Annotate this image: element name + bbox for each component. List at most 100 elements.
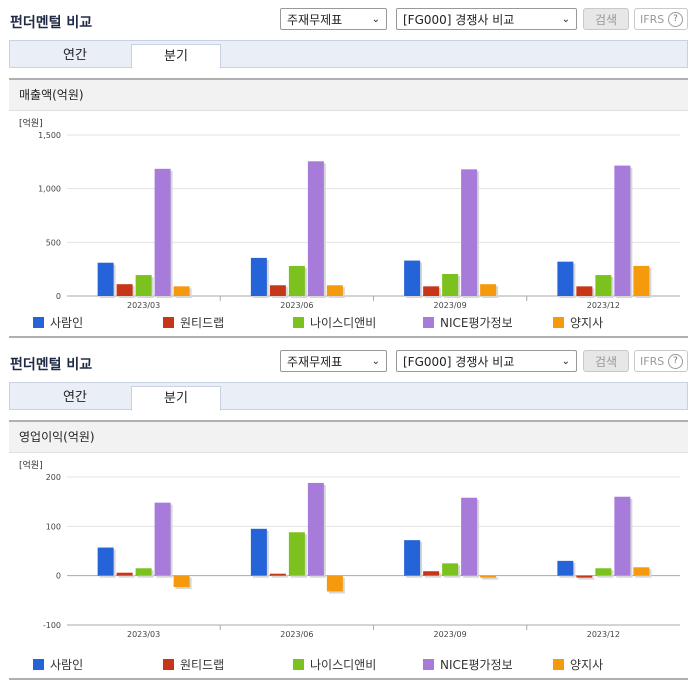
bar[interactable] (595, 568, 612, 576)
bar[interactable] (442, 273, 459, 296)
bar[interactable] (250, 528, 267, 576)
bar[interactable] (135, 568, 152, 576)
bar-shadow (271, 575, 288, 578)
bar[interactable] (404, 540, 421, 576)
legend-item[interactable]: 원티드랩 (163, 658, 224, 672)
x-tick-label: 2023/09 (434, 301, 467, 310)
bar[interactable] (116, 572, 133, 576)
bar-shadow (482, 577, 499, 580)
y-tick-label: 200 (46, 473, 61, 482)
legend-item[interactable]: 양지사 (553, 316, 603, 330)
legend-item[interactable]: NICE평가정보 (423, 316, 513, 330)
bar-shadow (118, 574, 135, 578)
bar[interactable] (154, 168, 171, 296)
peer-group-select-value: [FG000] 경쟁사 비교 (403, 13, 515, 27)
bar[interactable] (595, 275, 612, 296)
divider (9, 336, 688, 338)
bar[interactable] (442, 563, 459, 576)
help-icon: ? (668, 354, 683, 369)
bar[interactable] (480, 284, 497, 296)
legend-item[interactable]: 사람인 (33, 658, 83, 672)
tab-quarterly[interactable]: 분기 (131, 44, 221, 69)
bar[interactable] (154, 502, 171, 576)
search-button[interactable]: 검색 (583, 350, 629, 372)
legend-label: 원티드랩 (180, 658, 225, 672)
bar[interactable] (404, 260, 421, 296)
bar[interactable] (173, 286, 190, 296)
legend-swatch (33, 317, 44, 328)
financial-statement-select-value: 주재무제표 (287, 355, 343, 369)
chart-title: 매출액(억원) (9, 80, 688, 111)
bar[interactable] (633, 265, 650, 296)
tab-quarterly[interactable]: 분기 (131, 386, 221, 411)
bar[interactable] (97, 262, 114, 296)
ifrs-label: IFRS (640, 355, 665, 368)
legend-label: 양지사 (570, 658, 604, 672)
bar[interactable] (423, 571, 440, 576)
chart-legend: 사람인 원티드랩 나이스디앤비 NICE평가정보 양지사 (9, 658, 688, 674)
peer-group-select-value: [FG000] 경쟁사 비교 (403, 355, 515, 369)
bar[interactable] (173, 575, 190, 588)
legend-swatch (553, 317, 564, 328)
x-tick-label: 2023/03 (127, 630, 160, 639)
legend-label: NICE평가정보 (440, 658, 513, 672)
legend-label: 원티드랩 (180, 316, 225, 330)
bar[interactable] (576, 286, 593, 296)
y-axis-unit-label: [억원] (19, 117, 43, 129)
y-tick-label: -100 (43, 621, 61, 630)
bar[interactable] (461, 169, 478, 296)
bar[interactable] (326, 575, 343, 592)
bar[interactable] (269, 573, 286, 576)
y-tick-label: 100 (46, 522, 61, 531)
y-tick-label: 1,500 (38, 131, 61, 140)
bar[interactable] (557, 261, 574, 296)
bar[interactable] (614, 496, 631, 576)
legend-item[interactable]: 사람인 (33, 316, 83, 330)
x-tick-label: 2023/03 (127, 301, 160, 310)
bar[interactable] (326, 285, 343, 296)
y-tick-label: 1,000 (38, 185, 61, 194)
bar[interactable] (557, 560, 574, 576)
bar[interactable] (576, 575, 593, 578)
financial-statement-select-value: 주재무제표 (287, 13, 343, 27)
peer-group-select[interactable]: [FG000] 경쟁사 비교 ⌄ (396, 8, 577, 30)
x-tick-label: 2023/12 (587, 301, 620, 310)
chart-panel: 매출액(억원) [억원] 0 500 1,000 1,500 2023/03 2023/06 2… (9, 78, 688, 338)
toolbar: 펀더멘털 비교 주재무제표 ⌄ [FG000] 경쟁사 비교 ⌄ 검색 IFRS? (0, 0, 696, 40)
bar[interactable] (307, 161, 324, 296)
chart-title: 영업이익(억원) (9, 422, 688, 453)
bar[interactable] (461, 497, 478, 576)
section-title: 펀더멘털 비교 (10, 357, 93, 373)
period-tabs: 연간 분기 (9, 40, 688, 69)
legend-item[interactable]: 양지사 (553, 658, 603, 672)
bar[interactable] (288, 265, 305, 296)
legend-item[interactable]: NICE평가정보 (423, 658, 513, 672)
financial-statement-select[interactable]: 주재무제표 ⌄ (280, 350, 387, 372)
legend-swatch (423, 659, 434, 670)
tab-annual[interactable]: 연간 (63, 390, 87, 405)
ifrs-button[interactable]: IFRS? (634, 350, 688, 372)
bar[interactable] (97, 547, 114, 576)
legend-item[interactable]: 나이스디앤비 (293, 316, 376, 330)
ifrs-button[interactable]: IFRS? (634, 8, 688, 30)
legend-label: 사람인 (50, 316, 84, 330)
bar[interactable] (269, 285, 286, 296)
legend-item[interactable]: 나이스디앤비 (293, 658, 376, 672)
search-button[interactable]: 검색 (583, 8, 629, 30)
ifrs-label: IFRS (640, 13, 665, 26)
legend-item[interactable]: 원티드랩 (163, 316, 224, 330)
bar[interactable] (423, 286, 440, 296)
x-tick-label: 2023/12 (587, 630, 620, 639)
bar[interactable] (633, 567, 650, 576)
bar[interactable] (614, 165, 631, 296)
bar[interactable] (135, 275, 152, 296)
tab-annual[interactable]: 연간 (63, 48, 87, 63)
bar[interactable] (480, 575, 497, 578)
bar[interactable] (307, 482, 324, 576)
peer-group-select[interactable]: [FG000] 경쟁사 비교 ⌄ (396, 350, 577, 372)
bar[interactable] (116, 284, 133, 296)
financial-statement-select[interactable]: 주재무제표 ⌄ (280, 8, 387, 30)
bar[interactable] (250, 257, 267, 296)
bar[interactable] (288, 532, 305, 576)
legend-label: NICE평가정보 (440, 316, 513, 330)
